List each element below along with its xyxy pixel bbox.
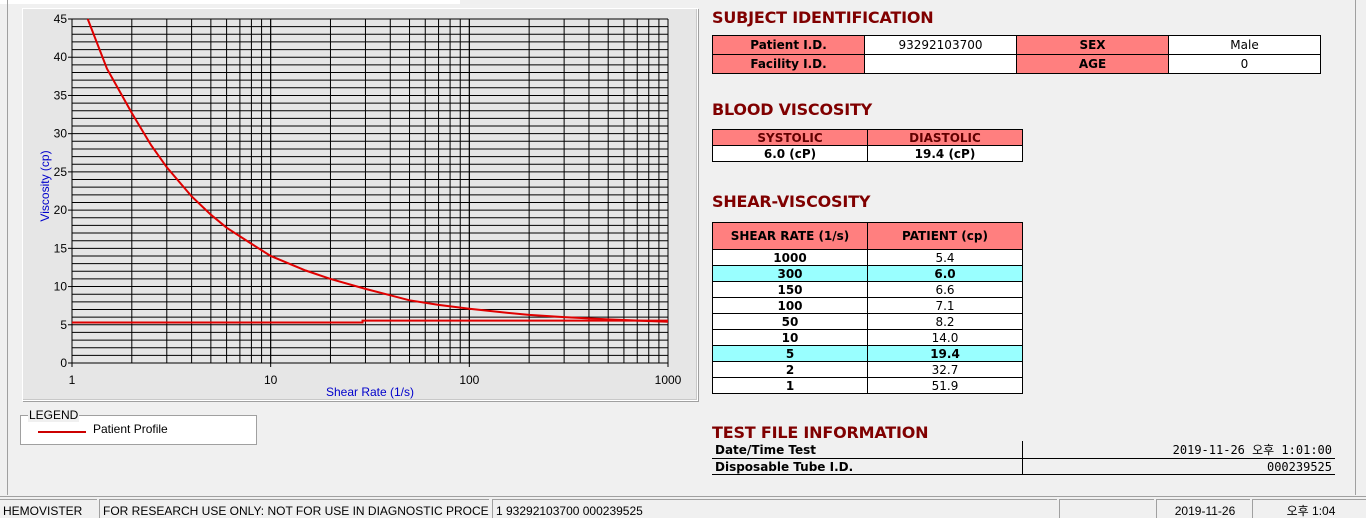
age-label: AGE — [1016, 54, 1169, 74]
series-patient-profile — [86, 18, 669, 323]
sex-value: Male — [1168, 35, 1321, 55]
shear-viscosity-table: SHEAR RATE (1/s) PATIENT (cp) 1000 5.4 300 6… — [712, 222, 1023, 394]
sex-label: SEX — [1016, 35, 1169, 55]
y-tick-label: 0 — [60, 356, 67, 370]
y-tick-label: 15 — [54, 241, 68, 255]
diastolic-value: 19.4 (cP) — [867, 145, 1023, 162]
subject-title: SUBJECT IDENTIFICATION — [712, 8, 934, 27]
blood-viscosity-table: SYSTOLIC DIASTOLIC 6.0 (cP) 19.4 (cP) — [712, 129, 1023, 162]
left-panel-edge — [0, 0, 8, 495]
shear-rate-cell: 300 — [712, 265, 868, 282]
systolic-label: SYSTOLIC — [712, 129, 868, 146]
shear-rate-cell: 100 — [712, 297, 868, 314]
x-tick-label: 1000 — [655, 373, 682, 387]
legend-label: Patient Profile — [93, 422, 168, 436]
shear-table-row: 5 19.4 — [712, 345, 1023, 362]
legend-line-swatch — [38, 431, 86, 433]
legend-title: LEGEND — [28, 408, 80, 422]
y-tick-label: 5 — [60, 318, 67, 332]
facility-id-label: Facility I.D. — [712, 54, 865, 74]
shear-table-row: 1000 5.4 — [712, 249, 1023, 266]
shear-table-row: 1 51.9 — [712, 377, 1023, 394]
x-axis-label: Shear Rate (1/s) — [326, 385, 414, 399]
series-baseline — [72, 319, 668, 324]
tube-id-label: Disposable Tube I.D. — [712, 458, 1023, 475]
shear-rate-cell: 1 — [712, 377, 868, 394]
y-tick-label: 10 — [54, 280, 68, 294]
patient-viscosity-cell: 5.4 — [867, 249, 1023, 266]
status-bar — [0, 496, 1366, 518]
top-edge — [0, 0, 460, 4]
y-tick-label: 30 — [54, 127, 68, 141]
patient-viscosity-cell: 6.0 — [867, 265, 1023, 282]
systolic-value: 6.0 (cP) — [712, 145, 868, 162]
test-file-title: TEST FILE INFORMATION — [712, 423, 929, 442]
x-tick-label: 1 — [69, 373, 76, 387]
shear-table-row: 10 14.0 — [712, 329, 1023, 346]
shear-table-row: 100 7.1 — [712, 297, 1023, 314]
patient-header: PATIENT (cp) — [867, 222, 1023, 250]
date-time-value: 2019-11-26 오후 1:01:00 — [1022, 441, 1335, 459]
shear-rate-cell: 2 — [712, 361, 868, 378]
shear-table-row: 50 8.2 — [712, 313, 1023, 330]
test-file-table: Date/Time Test 2019-11-26 오후 1:01:00 Disp… — [712, 441, 1335, 475]
diastolic-label: DIASTOLIC — [867, 129, 1023, 146]
status-date: 2019-11-26 — [1156, 499, 1250, 518]
patient-viscosity-cell: 14.0 — [867, 329, 1023, 346]
viscosity-chart: 0 5 10 15 20 25 30 35 40 45 1 10 100 1000 Shear Rate (… — [38, 12, 682, 399]
patient-viscosity-cell: 32.7 — [867, 361, 1023, 378]
tube-id-value: 000239525 — [1022, 458, 1335, 475]
blood-viscosity-title: BLOOD VISCOSITY — [712, 100, 873, 119]
shear-rate-header: SHEAR RATE (1/s) — [712, 222, 868, 250]
y-tick-label: 25 — [54, 165, 68, 179]
patient-id-value: 93292103700 — [864, 35, 1017, 55]
shear-table-row: 150 6.6 — [712, 281, 1023, 298]
shear-rate-cell: 150 — [712, 281, 868, 298]
age-value: 0 — [1168, 54, 1321, 74]
patient-viscosity-cell: 19.4 — [867, 345, 1023, 362]
shear-table-row: 2 32.7 — [712, 361, 1023, 378]
chart-frame — [22, 8, 698, 401]
date-time-label: Date/Time Test — [712, 441, 1023, 459]
y-tick-label: 40 — [54, 50, 68, 64]
patient-viscosity-cell: 51.9 — [867, 377, 1023, 394]
status-blank — [1059, 499, 1154, 518]
x-tick-label: 10 — [264, 373, 278, 387]
scrollbar[interactable] — [1355, 0, 1366, 495]
shear-rate-cell: 1000 — [712, 249, 868, 266]
shear-rate-cell: 10 — [712, 329, 868, 346]
shear-rate-cell: 5 — [712, 345, 868, 362]
x-tick-label: 100 — [459, 373, 479, 387]
status-app: HEMOVISTER — [0, 499, 97, 518]
patient-id-label: Patient I.D. — [712, 35, 865, 55]
facility-id-value — [864, 54, 1017, 74]
y-tick-label: 20 — [54, 203, 68, 217]
patient-viscosity-cell: 8.2 — [867, 313, 1023, 330]
shear-rate-cell: 50 — [712, 313, 868, 330]
status-record: 1 93292103700 000239525 — [492, 499, 1057, 518]
patient-viscosity-cell: 7.1 — [867, 297, 1023, 314]
status-notice: FOR RESEARCH USE ONLY: NOT FOR USE IN DI… — [99, 499, 489, 518]
status-time: 오후 1:04 — [1252, 499, 1366, 518]
y-tick-label: 35 — [54, 88, 68, 102]
patient-viscosity-cell: 6.6 — [867, 281, 1023, 298]
subject-table: Patient I.D. 93292103700 SEX Male Facility … — [712, 35, 1321, 74]
y-axis-label: Viscosity (cp) — [38, 150, 52, 221]
shear-table-row: 300 6.0 — [712, 265, 1023, 282]
y-tick-label: 45 — [54, 12, 68, 26]
shear-viscosity-title: SHEAR-VISCOSITY — [712, 192, 871, 211]
